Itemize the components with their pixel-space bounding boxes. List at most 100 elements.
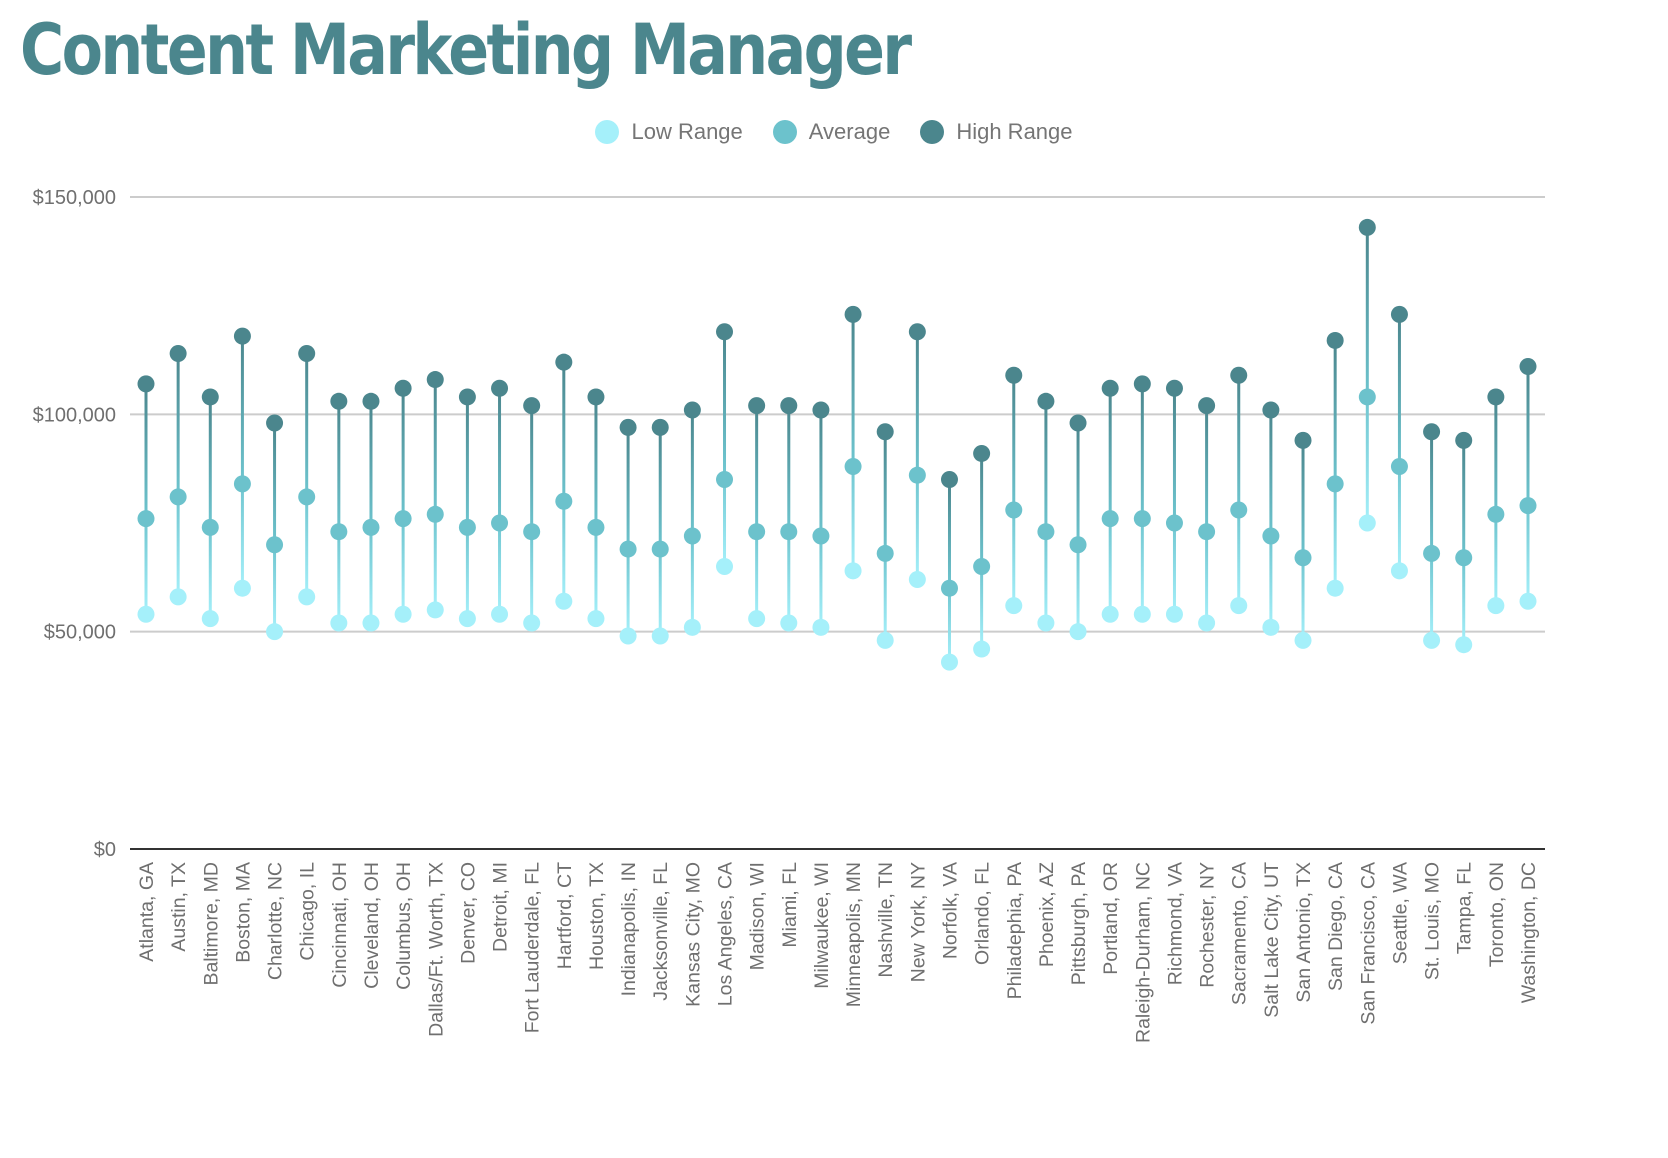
high-range-point [587, 388, 605, 406]
x-category-label: San Francisco, CA [1357, 862, 1379, 1025]
legend-marker-average [772, 120, 797, 144]
x-category-label: Sacramento, CA [1229, 862, 1251, 1005]
x-category-label: New York, NY [907, 862, 929, 982]
average-point [555, 492, 573, 510]
range-stem [1301, 440, 1305, 641]
average-point [523, 523, 541, 541]
high-range-point [1262, 401, 1280, 419]
average-point [1487, 505, 1505, 523]
range-stem [465, 396, 469, 619]
high-range-point [1005, 366, 1023, 384]
low-range-point [651, 627, 669, 645]
range-stem [819, 409, 823, 628]
low-range-point [491, 605, 509, 623]
range-stem [144, 383, 148, 615]
low-range-point [233, 579, 251, 597]
low-range-point [523, 614, 541, 632]
range-stem [401, 388, 405, 615]
high-range-point [394, 379, 412, 397]
range-stem [1012, 375, 1016, 606]
range-stem [1140, 383, 1144, 615]
average-point [1198, 523, 1216, 541]
average-point [619, 540, 637, 558]
low-range-point [908, 571, 926, 589]
average-point [876, 544, 894, 562]
y-tick-label: $50,000 [44, 622, 116, 644]
range-stem [1462, 440, 1466, 645]
high-range-point [780, 397, 798, 415]
legend-item-low[interactable]: Low Range [595, 119, 743, 145]
range-stem [176, 353, 180, 597]
average-point [683, 527, 701, 545]
range-stem [1494, 396, 1498, 606]
x-category-label: Houston, TX [586, 862, 608, 970]
low-range-point [1037, 614, 1055, 632]
average-point [1101, 510, 1119, 528]
high-range-point [748, 397, 766, 415]
x-category-label: Jacksonville, FL [650, 862, 672, 1001]
legend-item-high[interactable]: High Range [920, 119, 1073, 145]
average-point [1133, 510, 1151, 528]
high-range-point [233, 327, 251, 345]
range-stem [787, 405, 791, 623]
x-category-label: Salt Lake City, UT [1261, 862, 1283, 1018]
range-stem [1237, 375, 1241, 606]
y-axis-ticks: $0 $50,000 $100,000 $150,000 [33, 187, 116, 861]
average-point [298, 488, 316, 506]
high-range-point [1423, 423, 1441, 441]
x-category-label: Miami, FL [779, 862, 801, 948]
high-range-point [458, 388, 476, 406]
high-range-point [940, 471, 958, 489]
low-range-point [780, 614, 798, 632]
x-category-label: Chicago, IL [297, 862, 319, 961]
range-stem [530, 405, 534, 623]
high-range-point [1390, 305, 1408, 323]
low-range-point [458, 610, 476, 628]
range-stem [1172, 388, 1176, 615]
x-category-label: Columbus, OH [393, 862, 415, 990]
range-stem [1269, 409, 1273, 628]
legend-label-high: High Range [956, 119, 1073, 144]
x-axis-categories: Atlanta, GA Austin, TX Baltimore, MD Boston… [136, 862, 1540, 1043]
x-category-label: Atlanta, GA [136, 862, 158, 962]
range-stem [594, 396, 598, 619]
range-stem [980, 453, 984, 650]
average-point [587, 518, 605, 536]
low-range-point [1487, 597, 1505, 615]
high-range-point [908, 323, 926, 341]
high-range-point [619, 418, 637, 436]
low-range-point [1262, 618, 1280, 636]
low-range-point [619, 627, 637, 645]
x-category-label: St. Louis, MO [1422, 862, 1444, 980]
average-point [1005, 501, 1023, 519]
range-stem [240, 336, 244, 589]
high-range-point [716, 323, 734, 341]
x-category-label: Richmond, VA [1164, 862, 1186, 985]
range-stems [144, 227, 1530, 663]
x-category-label: Cincinnati, OH [329, 862, 351, 988]
average-point [394, 510, 412, 528]
low-range-point [201, 610, 219, 628]
low-range-point [940, 653, 958, 671]
high-range-point [812, 401, 830, 419]
low-range-point [973, 640, 991, 658]
range-stem [562, 362, 566, 602]
average-point [330, 523, 348, 541]
low-range-point [844, 562, 862, 580]
range-stem [1397, 314, 1401, 571]
x-category-label: Fort Lauderdale, FL [522, 862, 544, 1033]
legend-marker-low [595, 120, 620, 144]
low-range-point [426, 601, 444, 619]
range-stem [690, 409, 694, 628]
average-point [233, 475, 251, 493]
average-point [491, 514, 509, 532]
low-range-point [1165, 605, 1183, 623]
low-range-point [1390, 562, 1408, 580]
range-stem [369, 401, 373, 623]
average-point [1294, 549, 1312, 567]
y-tick-label: $150,000 [33, 187, 116, 209]
legend-item-average[interactable]: Average [772, 119, 890, 145]
average-point [1230, 501, 1248, 519]
average-point [1455, 549, 1473, 567]
